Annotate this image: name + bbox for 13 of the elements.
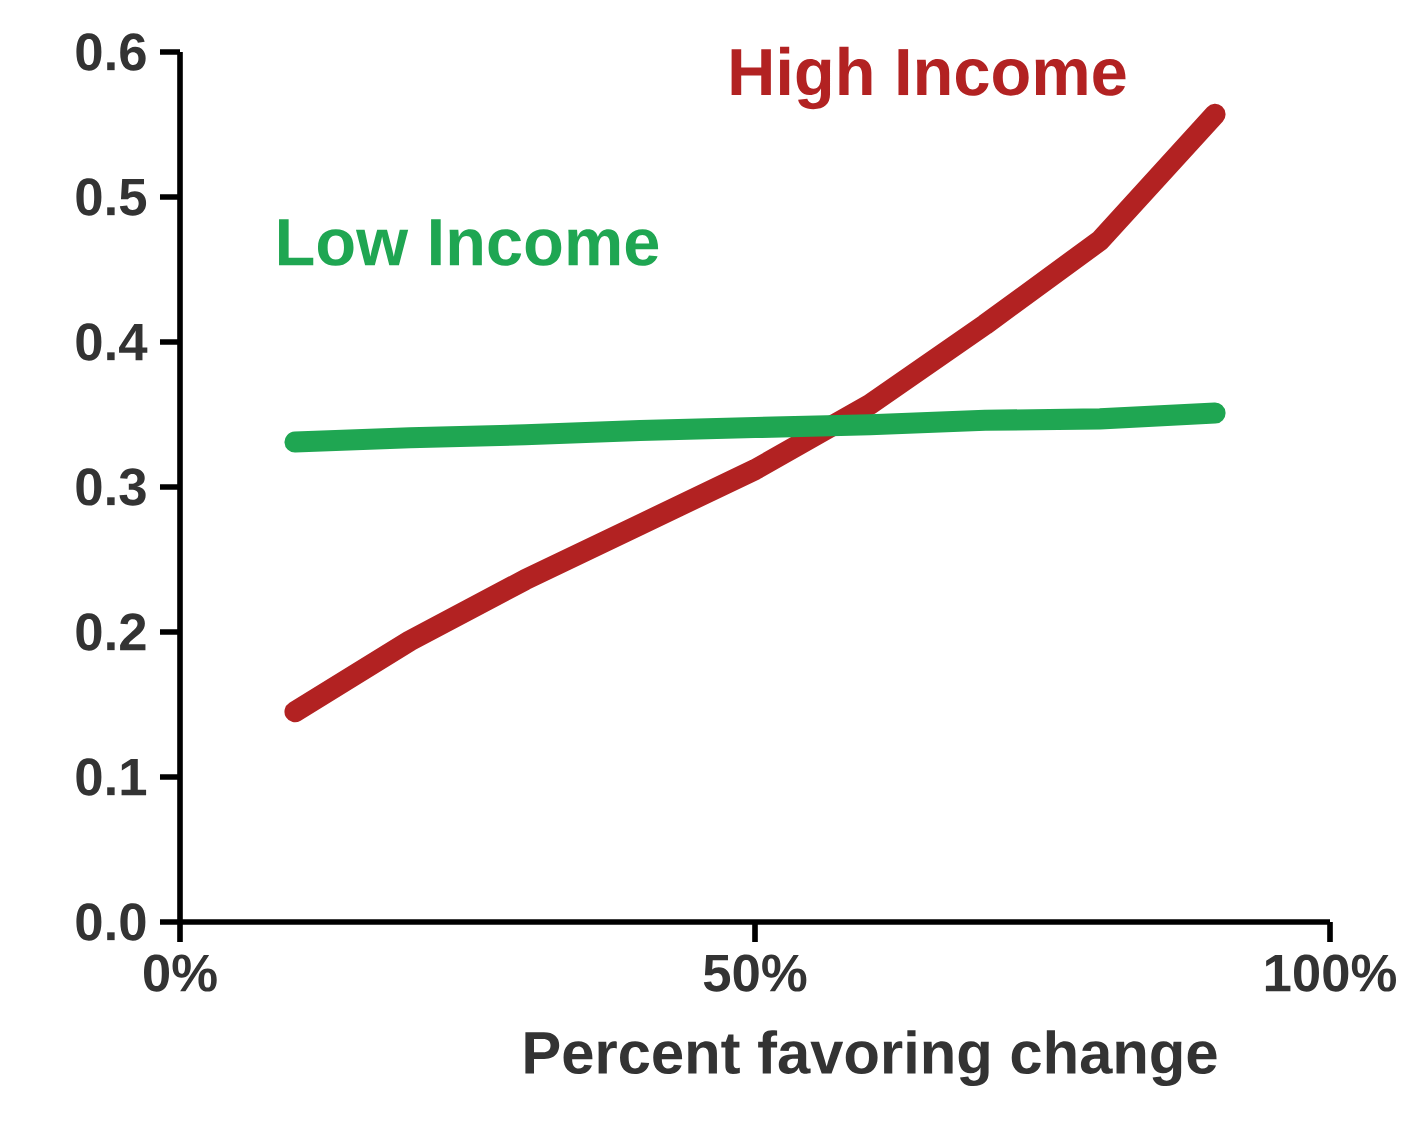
y-tick-label: 0.0	[76, 903, 146, 941]
y-tick-label: 0.1	[76, 758, 147, 796]
x-tick-label: 0%	[144, 954, 217, 992]
y-tick-label: 0.4	[76, 323, 148, 361]
y-tick-label: 0.3	[76, 468, 146, 506]
x-tick-label: 50%	[703, 954, 807, 992]
series-label: High Income	[731, 46, 1126, 110]
y-tick-label: 0.6	[76, 33, 146, 71]
x-tick-label: 100%	[1265, 954, 1396, 992]
y-tick-label: 0.5	[76, 178, 147, 216]
text: Low Income	[279, 219, 659, 266]
y-tick-label: 0.2	[76, 613, 146, 651]
x-axis-title: Percent favoring change	[525, 1030, 1217, 1087]
